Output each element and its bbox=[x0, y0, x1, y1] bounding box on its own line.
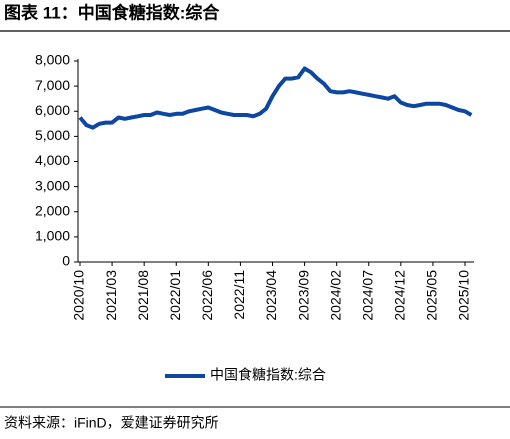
y-tick-label: 4,000 bbox=[35, 152, 70, 168]
y-tick-label: 7,000 bbox=[35, 77, 70, 93]
data-line bbox=[78, 66, 473, 130]
legend-label: 中国食糖指数:综合 bbox=[210, 367, 326, 383]
y-tick-label: 8,000 bbox=[35, 52, 70, 68]
y-tick-label: 3,000 bbox=[35, 177, 70, 193]
y-tick-label: 5,000 bbox=[35, 127, 70, 143]
x-tick-label: 2025/10 bbox=[456, 270, 472, 321]
y-tick-label: 0 bbox=[62, 253, 70, 269]
x-tick-label: 2021/08 bbox=[135, 270, 151, 321]
x-tick-label: 2023/04 bbox=[263, 270, 279, 321]
x-tick-label: 2024/07 bbox=[359, 270, 375, 321]
source: 资料来源：iFinD，爱建证券研究所 bbox=[4, 415, 219, 431]
x-tick-label: 2020/10 bbox=[71, 270, 87, 321]
x-tick-label: 2022/11 bbox=[231, 270, 247, 320]
x-tick-label: 2022/06 bbox=[199, 270, 215, 321]
y-tick-label: 6,000 bbox=[35, 102, 70, 118]
x-tick-label: 2024/12 bbox=[392, 270, 408, 321]
x-tick-label: 2023/09 bbox=[295, 270, 311, 321]
x-tick-label: 2024/02 bbox=[327, 270, 343, 321]
chart-title: 图表 11：中国食糖指数:综合 bbox=[4, 2, 220, 22]
y-tick-label: 1,000 bbox=[35, 228, 70, 244]
y-tick-label: 2,000 bbox=[35, 202, 70, 218]
x-tick-label: 2021/03 bbox=[103, 270, 119, 321]
x-tick-label: 2025/05 bbox=[424, 270, 440, 321]
x-tick-label: 2022/01 bbox=[167, 270, 183, 321]
